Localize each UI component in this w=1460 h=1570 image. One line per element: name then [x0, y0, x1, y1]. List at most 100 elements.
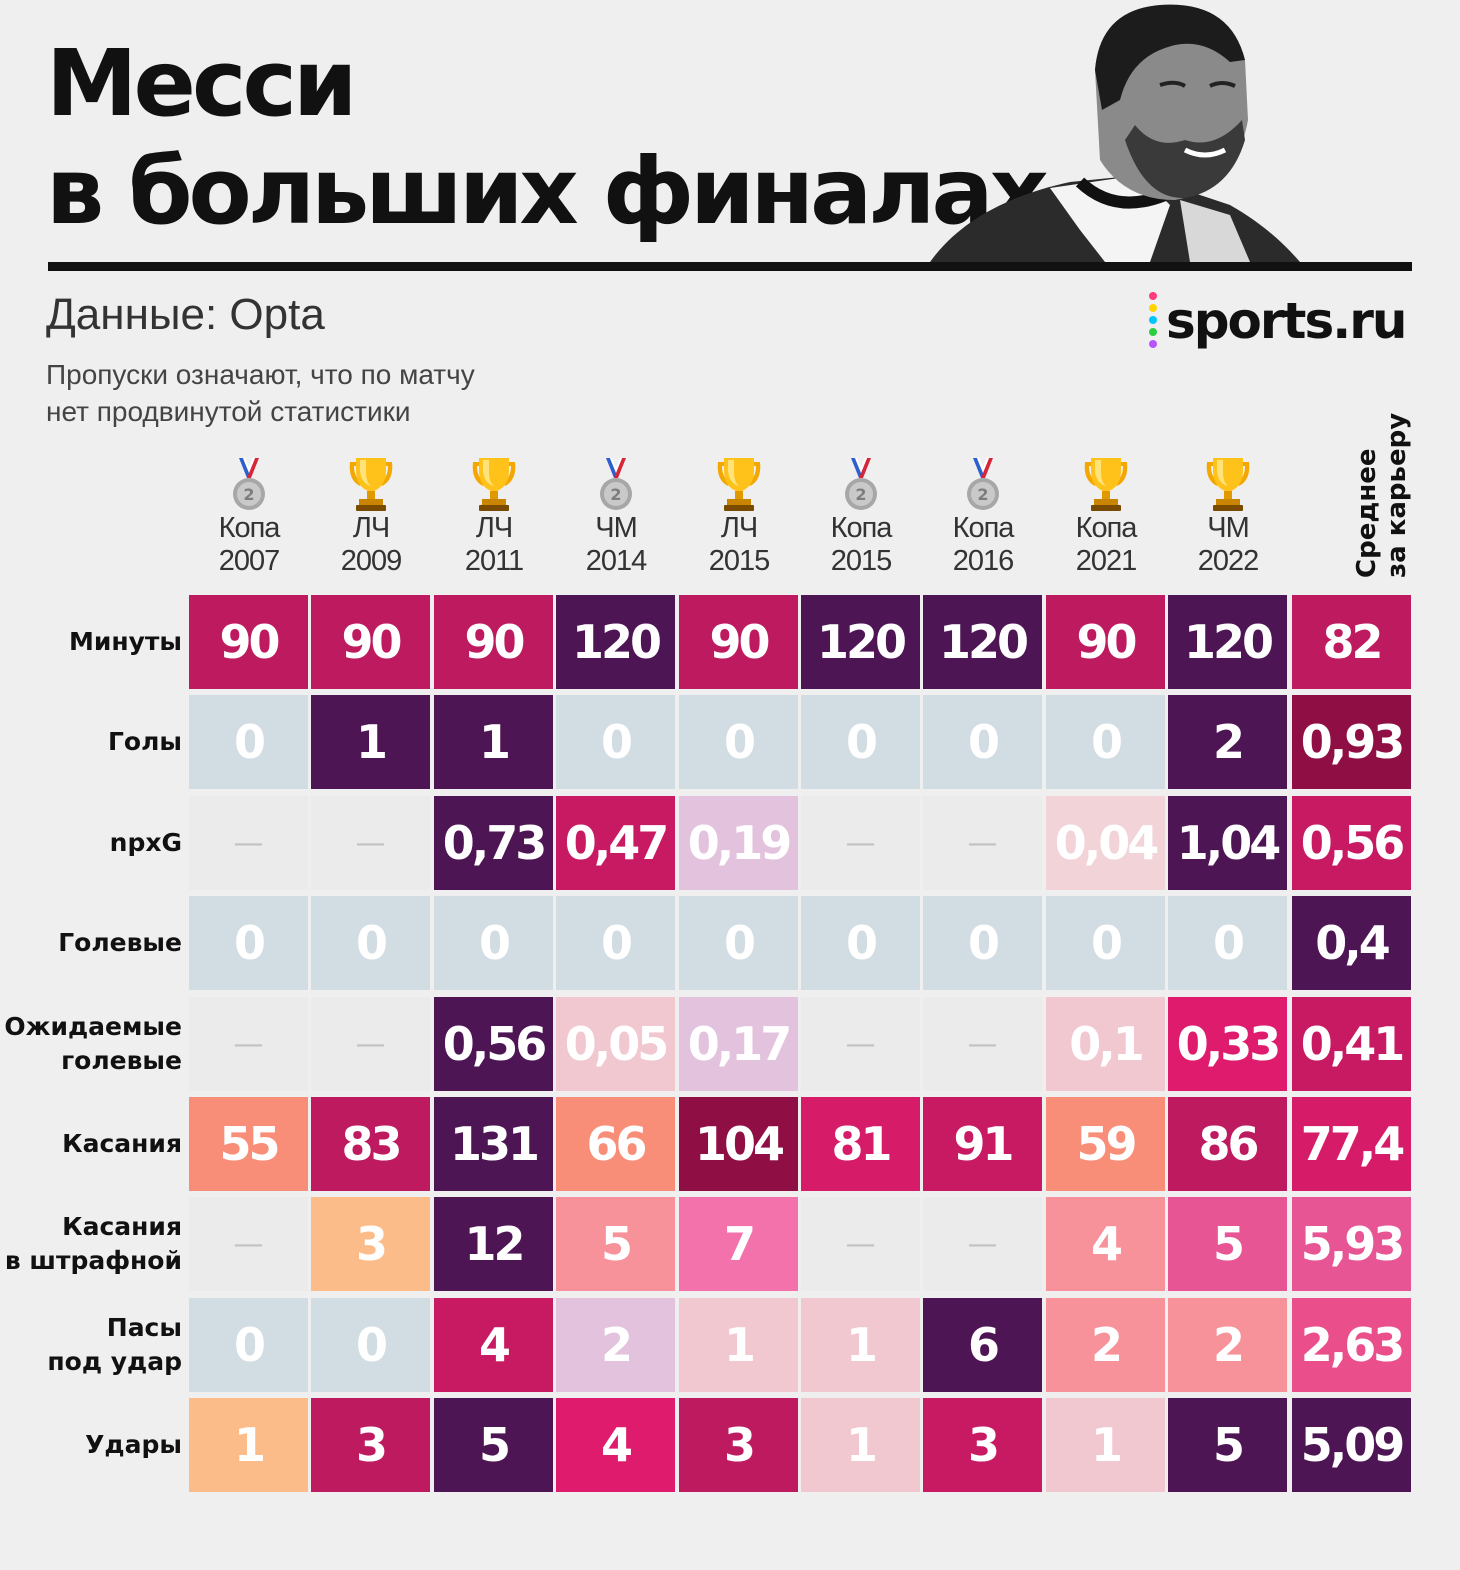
table-cell: 0	[679, 896, 798, 990]
table-cell: 90	[679, 595, 798, 689]
table-cell: 90	[1046, 595, 1165, 689]
row-label: Минуты	[0, 595, 182, 689]
silver-medal-icon: 2	[600, 457, 632, 510]
table-cell: 0,04	[1046, 796, 1165, 890]
result-icon	[679, 450, 799, 512]
table-cell: 3	[311, 1398, 430, 1492]
table-cell: 86	[1168, 1097, 1287, 1191]
table-cell: 0	[1046, 695, 1165, 789]
average-cell: 2,63	[1292, 1298, 1411, 1392]
row-label-line: Голы	[107, 727, 182, 756]
row-label: Голы	[0, 695, 182, 789]
table-cell: 83	[311, 1097, 430, 1191]
table-cell: 2	[1046, 1298, 1165, 1392]
row-label: Удары	[0, 1398, 182, 1492]
table-cell: 4	[1046, 1197, 1165, 1291]
data-source: Данные: Opta	[46, 290, 325, 339]
trophy-icon	[1206, 458, 1250, 511]
column-year: 2009	[340, 545, 403, 577]
table-cell: 0	[923, 896, 1042, 990]
table-cell: 1	[679, 1298, 798, 1392]
result-icon	[1046, 450, 1166, 512]
row-label-line: под удар	[47, 1347, 182, 1376]
title-line-2: в больших финалах	[46, 138, 1049, 245]
table-cell: —	[923, 997, 1042, 1091]
average-column-header: Среднее за карьеру	[1292, 413, 1412, 582]
table-cell: 0,05	[556, 997, 675, 1091]
row-label: Голевые	[0, 896, 182, 990]
table-cell: —	[801, 997, 920, 1091]
table-cell: 2	[1168, 695, 1287, 789]
logo-dots-icon	[1148, 290, 1158, 352]
result-icon: 2	[801, 450, 921, 512]
table-cell: 3	[311, 1197, 430, 1291]
trophy-icon	[349, 458, 393, 511]
average-cell: 0,4	[1292, 896, 1411, 990]
row-label: Ожидаемые голевые	[0, 997, 182, 1091]
table-cell: —	[801, 1197, 920, 1291]
result-icon	[1168, 450, 1288, 512]
table-cell: 0	[556, 896, 675, 990]
row-label-line: Ожидаемые	[4, 1012, 182, 1041]
table-cell: 0	[1046, 896, 1165, 990]
table-cell: 120	[556, 595, 675, 689]
average-cell: 77,4	[1292, 1097, 1411, 1191]
column-tournament: ЛЧ	[720, 512, 758, 544]
note-line-2: нет продвинутой статистики	[46, 396, 411, 427]
column-header: ЛЧ 2015	[679, 450, 799, 582]
row-label-line: Касания	[62, 1212, 182, 1241]
row-label-line: Пасы	[106, 1313, 182, 1342]
result-icon: 2	[556, 450, 676, 512]
table-cell: 0,73	[434, 796, 553, 890]
table-cell: 59	[1046, 1097, 1165, 1191]
trophy-icon	[1084, 458, 1128, 511]
row-label: Касания в штрафной	[0, 1197, 182, 1291]
table-cell: 0	[923, 695, 1042, 789]
svg-text:2: 2	[610, 485, 621, 504]
column-header: 2 Копа 2015	[801, 450, 921, 582]
table-cell: 0	[189, 695, 308, 789]
result-icon	[311, 450, 431, 512]
table-cell: 120	[923, 595, 1042, 689]
title-line-1: Месси	[46, 30, 357, 137]
trophy-icon	[472, 458, 516, 511]
table-cell: 55	[189, 1097, 308, 1191]
column-year: 2021	[1075, 545, 1138, 577]
result-icon: 2	[923, 450, 1043, 512]
table-cell: 81	[801, 1097, 920, 1191]
table-cell: 2	[556, 1298, 675, 1392]
table-cell: 4	[434, 1298, 553, 1392]
svg-text:2: 2	[855, 485, 866, 504]
row-label-line: Касания	[62, 1129, 182, 1158]
table-cell: 91	[923, 1097, 1042, 1191]
sports-ru-logo: sports.ru	[1148, 290, 1407, 352]
table-cell: 0	[801, 695, 920, 789]
row-label-line: в штрафной	[4, 1246, 182, 1275]
table-cell: 1	[1046, 1398, 1165, 1492]
table-cell: 1	[801, 1298, 920, 1392]
column-tournament: Копа	[218, 512, 281, 544]
table-cell: —	[923, 796, 1042, 890]
result-icon: 2	[189, 450, 309, 512]
column-header: Копа 2021	[1046, 450, 1166, 582]
average-header-line-1: Среднее	[1352, 448, 1382, 578]
average-cell: 5,93	[1292, 1197, 1411, 1291]
table-cell: 120	[801, 595, 920, 689]
table-cell: —	[923, 1197, 1042, 1291]
column-header: 2 ЧМ 2014	[556, 450, 676, 582]
table-cell: 2	[1168, 1298, 1287, 1392]
row-label: npxG	[0, 796, 182, 890]
svg-text:2: 2	[977, 485, 988, 504]
row-label-line: npxG	[109, 828, 182, 857]
table-cell: 7	[679, 1197, 798, 1291]
row-label: Касания	[0, 1097, 182, 1191]
table-cell: 66	[556, 1097, 675, 1191]
table-cell: 5	[556, 1197, 675, 1291]
page-title: Месси в больших финалах	[46, 30, 1049, 246]
row-label-line: Минуты	[68, 627, 182, 656]
table-cell: 0	[311, 896, 430, 990]
table-cell: 0	[189, 896, 308, 990]
column-tournament: ЛЧ	[352, 512, 390, 544]
column-year: 2015	[830, 545, 893, 577]
column-year: 2022	[1197, 545, 1260, 577]
